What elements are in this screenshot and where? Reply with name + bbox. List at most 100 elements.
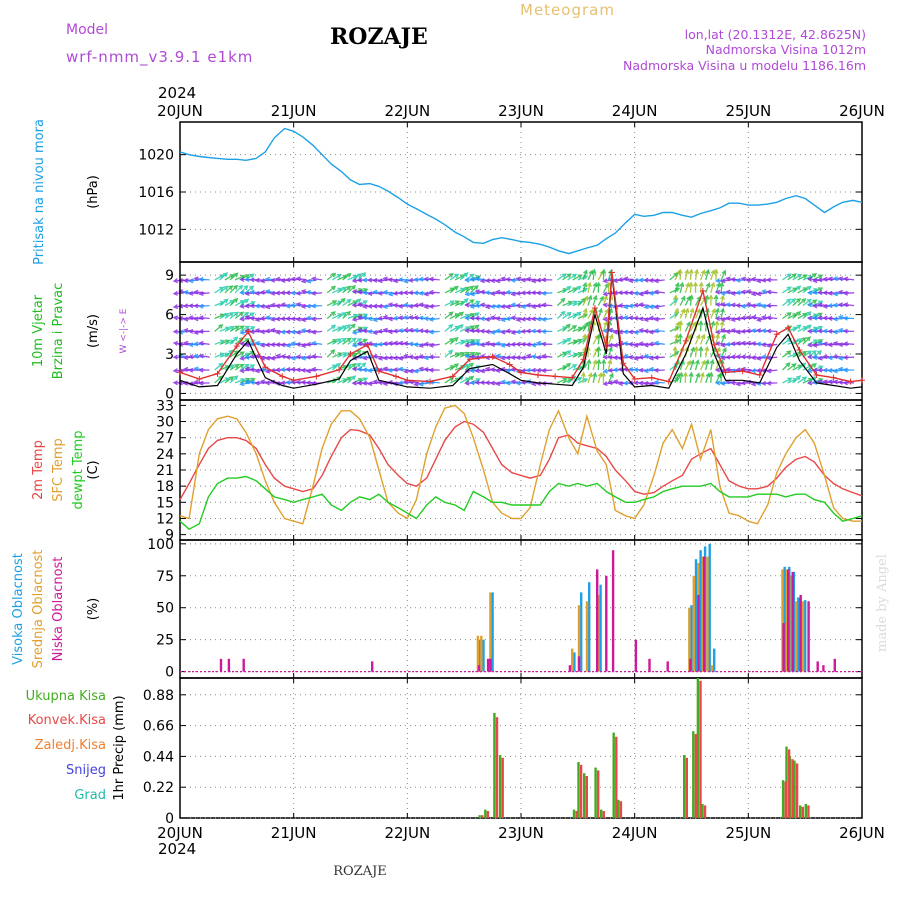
bar-precip_total [804,804,807,818]
bar-cloud_high [580,592,583,672]
wind-arrow [387,277,399,283]
gust-marker [756,372,763,379]
gust-marker [631,375,638,382]
wind-arrow [300,367,312,373]
wind-arrow [382,314,394,320]
bar-cloud_mid [480,635,483,672]
wind-arrow [612,379,625,385]
wind-arrow [607,333,614,345]
wind-arrow [428,342,440,348]
wind-arrow [669,326,681,332]
wind-arrow [310,329,323,335]
wind-arrow [782,350,792,358]
gust-marker [535,372,542,379]
wind-arrow [674,282,680,294]
wind-arrow [708,294,714,306]
wind-arrow [295,302,307,307]
wind-arrow [766,380,778,386]
wind-arrow [541,316,553,322]
wind-arrow [689,359,695,371]
wind-arrow [638,354,650,360]
wind-arrow [755,302,768,308]
wind-arrow [648,341,660,347]
wind-arrow [224,376,235,384]
wind-arrow [714,302,727,308]
gust-marker [739,368,746,375]
wind-arrow [259,315,272,321]
wind-arrow [367,291,379,297]
bar-cloud_high [699,550,702,672]
bar-precip_conv [801,806,804,818]
bar-cloud_low [689,658,692,672]
wind-arrow [310,366,323,372]
bar-precip_total [612,732,615,818]
wind-arrow [444,338,455,345]
wind-arrow [556,297,566,307]
wind-arrow [672,345,678,358]
bar-cloud_low [833,658,836,672]
gust-marker [449,373,456,380]
wind-arrow [464,362,474,371]
wind-arrow [715,307,720,319]
wind-arrow [582,269,588,281]
bar-cloud_low [816,661,819,672]
wind-arrow [602,294,608,306]
bar-cloud_low [486,658,490,672]
cloud-axis-title: Srednja Oblacnost [31,550,46,669]
bar-cloud_high [482,639,485,672]
model-altitude-label: Nadmorska Visina u modelu 1186.16m [623,58,866,73]
wind-arrow [678,320,684,332]
wind-arrow [653,379,665,385]
wind-arrow [172,368,185,374]
wind-arrow [540,277,553,283]
bar-precip_conv [694,734,698,818]
wind-arrow [597,372,603,384]
bar-cloud_low [596,569,599,672]
wind-arrow [428,276,440,282]
bar-cloud_high [694,559,698,672]
wind-arrow [792,273,803,281]
wind-arrow [782,273,792,281]
wind-arrow [428,329,440,335]
wind-arrow [494,368,507,373]
bar-precip_conv [495,717,499,818]
bar-cloud_low [568,665,572,672]
wind-arrow [305,354,317,360]
wind-arrow [750,355,763,361]
bar-precip_total [493,713,496,818]
wind-arrow [418,381,430,387]
wind-arrow [347,363,357,371]
wind-arrow [214,362,224,371]
wind-arrow [494,381,507,387]
wind-arrow [198,276,210,282]
wind-arrow [601,371,606,383]
bar-precip_conv [575,811,578,818]
wind-arrow [597,307,603,319]
gust-marker [608,269,615,276]
wind-arrow [755,291,768,297]
y-tick-label: 0.44 [143,749,174,765]
wind-arrow [562,350,572,358]
bar-precip_total [781,780,785,818]
wind-arrow [198,303,210,309]
wind-arrow [596,332,602,345]
wind-arrow [193,289,205,295]
y-tick-label: 1016 [138,185,174,201]
wind-arrow [449,273,460,281]
wind-arrow [677,332,683,345]
wind-arrow [454,311,465,320]
bar-cloud_mid [688,607,691,672]
wind-arrow [464,291,476,297]
wind-arrow [693,345,699,358]
bar-cloud_low [807,601,810,672]
wind-arrow [679,281,685,293]
wind-arrow [347,375,357,384]
wind-arrow [310,340,323,346]
wind-arrow [648,304,660,310]
wind-arrow [714,329,727,335]
wind-arrow [402,315,415,321]
wind-arrow [832,276,844,282]
wind-arrow [229,297,239,307]
gust-marker [214,370,221,377]
